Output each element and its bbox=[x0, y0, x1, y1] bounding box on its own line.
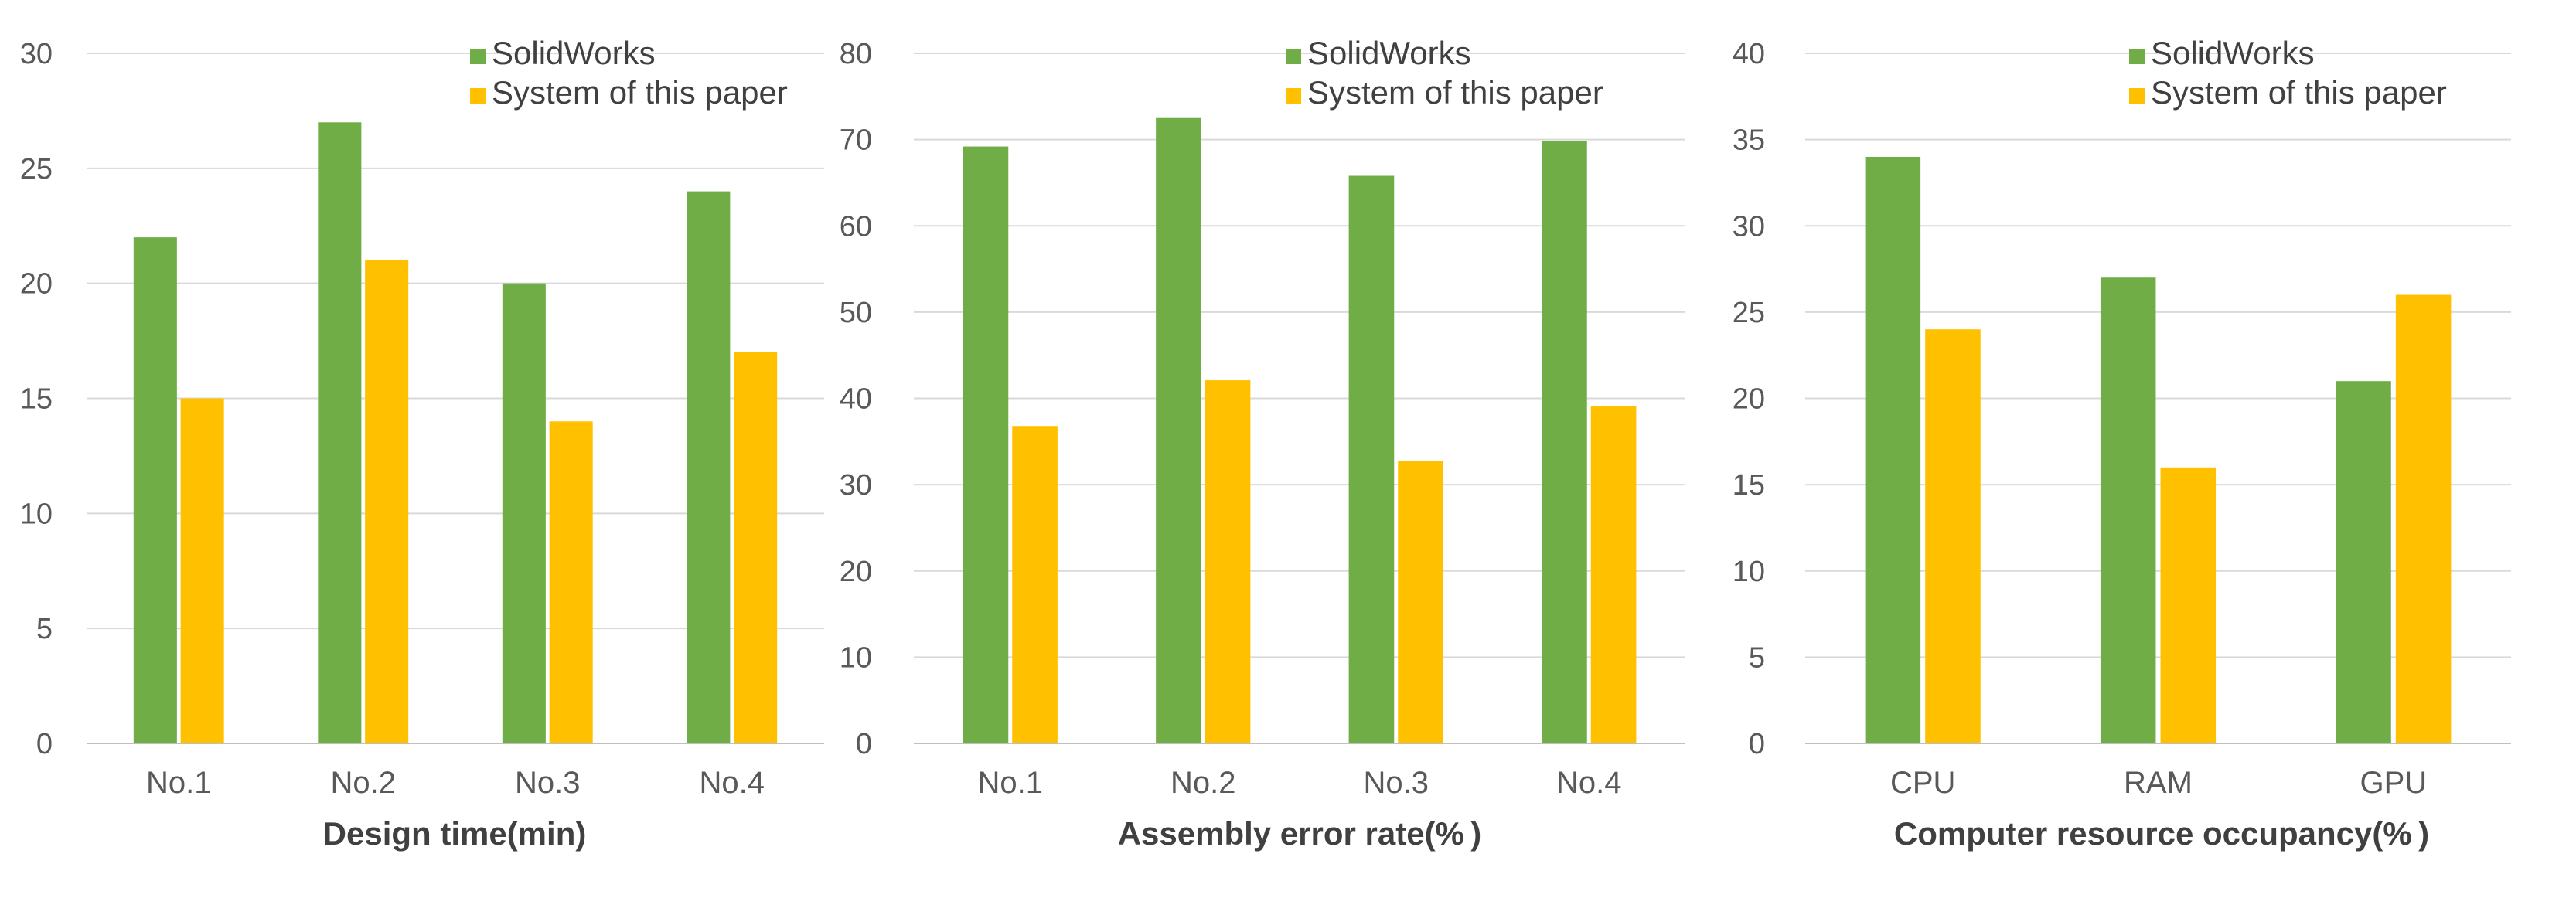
y-tick-label: 20 bbox=[840, 556, 872, 588]
bar-system bbox=[365, 260, 409, 743]
category-label: No.2 bbox=[331, 766, 397, 800]
bar-solidworks bbox=[687, 191, 731, 744]
y-tick-label: 10 bbox=[840, 641, 872, 674]
bar-solidworks bbox=[1865, 156, 1921, 743]
category-label: No.1 bbox=[146, 766, 212, 800]
bar-system bbox=[1398, 461, 1443, 743]
x-axis-title: Computer resource occupancy(% ) bbox=[1894, 815, 2429, 852]
bar-system bbox=[734, 352, 778, 743]
y-tick-label: 5 bbox=[1749, 641, 1765, 674]
y-tick-label: 0 bbox=[1749, 728, 1765, 760]
bar-solidworks bbox=[318, 122, 362, 744]
chart-panel-3: 0 5 10 15 20 25 30 35 40 CPU RAM GPU Computer resour… bbox=[1733, 35, 2511, 852]
y-tick-label: 10 bbox=[1733, 556, 1765, 588]
bar-solidworks bbox=[502, 283, 546, 744]
legend-label: SolidWorks bbox=[2151, 35, 2315, 71]
legend-label: System of this paper bbox=[2151, 74, 2447, 111]
category-label: No.3 bbox=[1364, 766, 1429, 800]
y-tick-label: 35 bbox=[1733, 124, 1765, 157]
category-label: No.3 bbox=[515, 766, 581, 800]
y-tick-label: 30 bbox=[20, 38, 53, 70]
legend-swatch bbox=[470, 88, 486, 104]
bar-solidworks bbox=[963, 146, 1009, 743]
bar-system bbox=[2160, 467, 2217, 743]
category-label: No.1 bbox=[978, 766, 1044, 800]
x-axis-title: Design time(min) bbox=[323, 815, 587, 852]
legend-label: SolidWorks bbox=[492, 35, 656, 71]
bar-system bbox=[1925, 329, 1981, 743]
legend-label: System of this paper bbox=[492, 74, 788, 111]
y-tick-label: 0 bbox=[36, 728, 53, 760]
legend-label: SolidWorks bbox=[1307, 35, 1471, 71]
y-tick-label: 80 bbox=[840, 38, 872, 70]
bar-system bbox=[2395, 294, 2452, 743]
category-label: No.4 bbox=[700, 766, 765, 800]
legend-label: System of this paper bbox=[1307, 74, 1603, 111]
bar-solidworks bbox=[1348, 175, 1395, 743]
bar-system bbox=[1012, 426, 1058, 743]
y-tick-label: 5 bbox=[36, 613, 53, 645]
bar-system bbox=[180, 398, 224, 743]
y-tick-label: 50 bbox=[840, 297, 872, 329]
bar-solidworks bbox=[1156, 117, 1201, 743]
bar-solidworks bbox=[1542, 141, 1587, 744]
y-tick-label: 30 bbox=[840, 469, 872, 502]
y-tick-label: 15 bbox=[20, 383, 53, 416]
x-axis-title: Assembly error rate(% ) bbox=[1118, 815, 1482, 852]
y-tick-label: 15 bbox=[1733, 469, 1765, 502]
legend-swatch bbox=[2129, 49, 2145, 64]
legend-swatch bbox=[1286, 49, 1301, 64]
y-tick-label: 25 bbox=[1733, 297, 1765, 329]
legend-swatch bbox=[2129, 88, 2145, 104]
legend-swatch bbox=[1286, 88, 1301, 104]
category-label: No.2 bbox=[1170, 766, 1236, 800]
y-tick-label: 70 bbox=[840, 124, 872, 157]
y-tick-label: 40 bbox=[1733, 38, 1765, 70]
chart-panel-1: 0 5 10 15 20 25 30 No.1 No.2 No.3 No.4 Design time(… bbox=[20, 35, 824, 852]
category-label: GPU bbox=[2360, 766, 2427, 800]
y-tick-label: 40 bbox=[840, 383, 872, 416]
category-label: RAM bbox=[2124, 766, 2193, 800]
category-label: No.4 bbox=[1556, 766, 1622, 800]
legend-swatch bbox=[470, 49, 486, 64]
y-tick-label: 30 bbox=[1733, 210, 1765, 243]
category-label: CPU bbox=[1890, 766, 1955, 800]
bar-system bbox=[549, 421, 593, 743]
bar-solidworks bbox=[2336, 381, 2391, 743]
y-tick-label: 25 bbox=[20, 153, 53, 185]
bar-system bbox=[1590, 406, 1637, 743]
chart-panel-2: 0 10 20 30 40 50 60 70 80 No.1 No.2 No.3 No.4 Assembl… bbox=[840, 35, 1685, 852]
y-tick-label: 20 bbox=[1733, 383, 1765, 416]
bar-solidworks bbox=[2100, 277, 2156, 744]
bar-system bbox=[1205, 380, 1251, 743]
y-tick-label: 20 bbox=[20, 268, 53, 301]
y-tick-label: 0 bbox=[856, 728, 872, 760]
y-tick-label: 10 bbox=[20, 498, 53, 530]
bar-solidworks bbox=[133, 237, 177, 744]
y-tick-label: 60 bbox=[840, 210, 872, 243]
